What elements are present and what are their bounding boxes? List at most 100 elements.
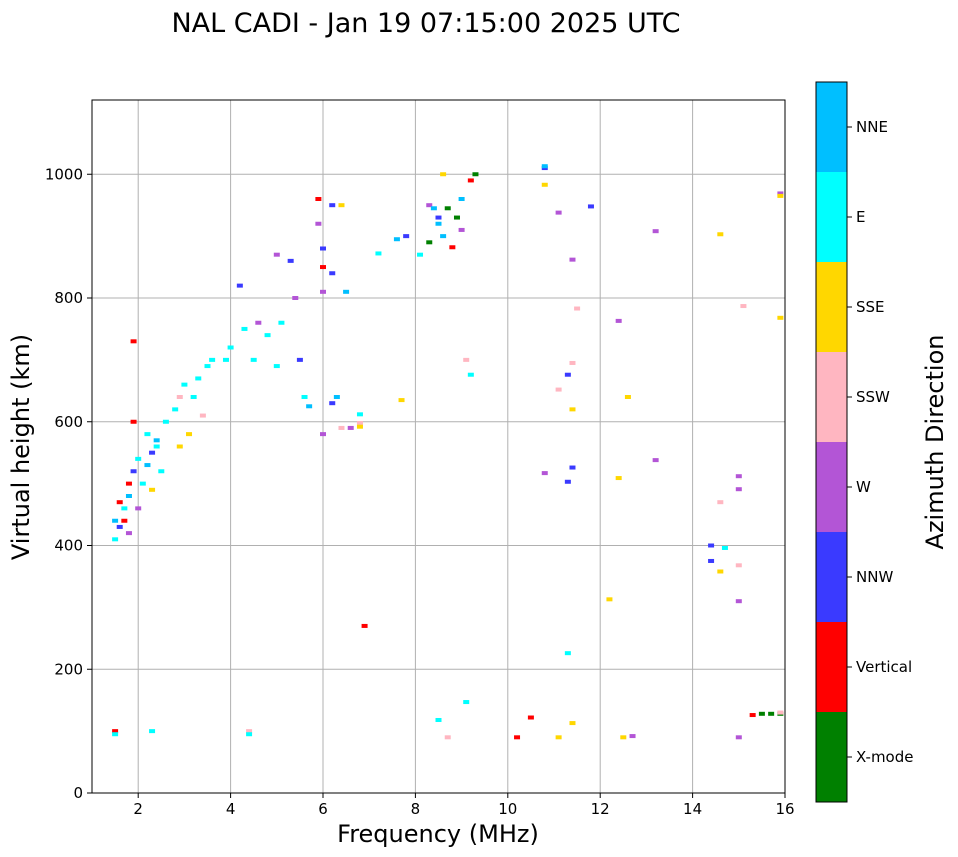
data-point (246, 732, 253, 737)
data-point (301, 395, 308, 399)
data-point (624, 395, 631, 399)
data-point (717, 569, 724, 574)
data-point (255, 320, 262, 325)
data-point (130, 469, 137, 474)
data-point (333, 395, 340, 399)
colorbar-tick-label: NNW (856, 568, 893, 586)
colorbar: X-mode Vertical NNW W SSW SSE E NNE (815, 81, 913, 803)
data-point (735, 487, 742, 492)
data-point (135, 506, 142, 511)
x-axis-label: Frequency (MHz) (337, 820, 539, 848)
colorbar-tick-label: W (856, 478, 871, 496)
series-ssw (176, 304, 784, 740)
data-point (190, 395, 197, 399)
data-point (338, 425, 345, 430)
data-point (375, 251, 382, 256)
data-point (777, 191, 784, 196)
data-point (320, 246, 326, 251)
plot-area (92, 100, 785, 793)
data-point (343, 289, 350, 294)
colorbar-tick-label: X-mode (856, 748, 913, 766)
data-point (227, 345, 234, 350)
data-point (162, 419, 169, 424)
x-tick-label: 12 (591, 800, 610, 818)
colorbar-tick-label: NNE (856, 118, 888, 136)
x-tick-label: 4 (226, 800, 236, 818)
x-axis-ticks: 2 4 6 8 10 12 14 16 (133, 793, 795, 818)
data-point (356, 412, 363, 417)
x-tick-label: 10 (498, 800, 517, 818)
data-point (463, 357, 470, 362)
data-point (417, 252, 424, 257)
data-marks (112, 164, 784, 740)
data-point (430, 206, 437, 211)
colorbar-tick-label: SSE (856, 298, 885, 316)
colorbar-tick-label: Vertical (856, 658, 912, 676)
data-point (458, 197, 465, 201)
data-point (453, 215, 460, 220)
data-point (564, 479, 571, 484)
data-point (555, 387, 562, 392)
data-point (541, 182, 548, 187)
data-point (116, 524, 123, 529)
series-sse (149, 172, 784, 740)
series-nnw (116, 166, 715, 563)
data-point (758, 711, 765, 716)
data-point (717, 232, 724, 237)
data-point (717, 500, 724, 505)
data-point (440, 172, 447, 177)
y-tick-label: 800 (54, 289, 83, 307)
colorbar-segment (816, 622, 847, 712)
data-point (241, 326, 248, 331)
data-point (130, 419, 137, 424)
data-point (112, 537, 119, 542)
data-point (329, 401, 336, 406)
data-point (306, 404, 313, 409)
chart-title: NAL CADI - Jan 19 07:15:00 2025 UTC (171, 8, 680, 39)
data-point (320, 265, 326, 270)
data-point (172, 407, 179, 412)
data-point (777, 710, 784, 715)
colorbar-segment (816, 532, 847, 622)
colorbar-tick-label: E (856, 208, 865, 226)
y-tick-label: 400 (54, 537, 83, 555)
data-point (338, 203, 345, 208)
y-tick-label: 1000 (45, 165, 83, 183)
data-point (569, 721, 576, 726)
data-point (149, 487, 156, 492)
data-point (204, 364, 211, 369)
data-point (393, 237, 400, 242)
data-point (735, 563, 742, 568)
data-point (444, 735, 451, 740)
data-point (615, 476, 622, 481)
data-point (541, 471, 548, 476)
y-tick-label: 200 (54, 660, 83, 678)
x-tick-label: 8 (411, 800, 421, 818)
colorbar-segment (816, 442, 847, 532)
data-point (587, 204, 594, 209)
data-point (121, 518, 128, 523)
data-point (130, 339, 137, 344)
y-axis-ticks: 0 200 400 600 800 1000 (45, 165, 92, 802)
data-point (139, 481, 146, 486)
data-point (125, 494, 132, 498)
data-point (356, 424, 363, 429)
data-point (444, 206, 451, 211)
data-point (735, 474, 742, 479)
data-point (246, 729, 253, 734)
data-point (615, 318, 622, 323)
y-tick-label: 600 (54, 413, 83, 431)
colorbar-frame (815, 81, 848, 803)
colorbar-label: Azimuth Direction (921, 335, 949, 550)
data-point (569, 360, 576, 365)
data-point (125, 481, 132, 486)
data-point (620, 735, 627, 740)
y-axis-label: Virtual height (km) (7, 334, 35, 560)
data-point (112, 518, 119, 523)
data-point (176, 395, 183, 399)
data-point (158, 469, 165, 474)
data-point (315, 197, 322, 201)
data-point (278, 320, 285, 325)
data-point (435, 221, 442, 226)
